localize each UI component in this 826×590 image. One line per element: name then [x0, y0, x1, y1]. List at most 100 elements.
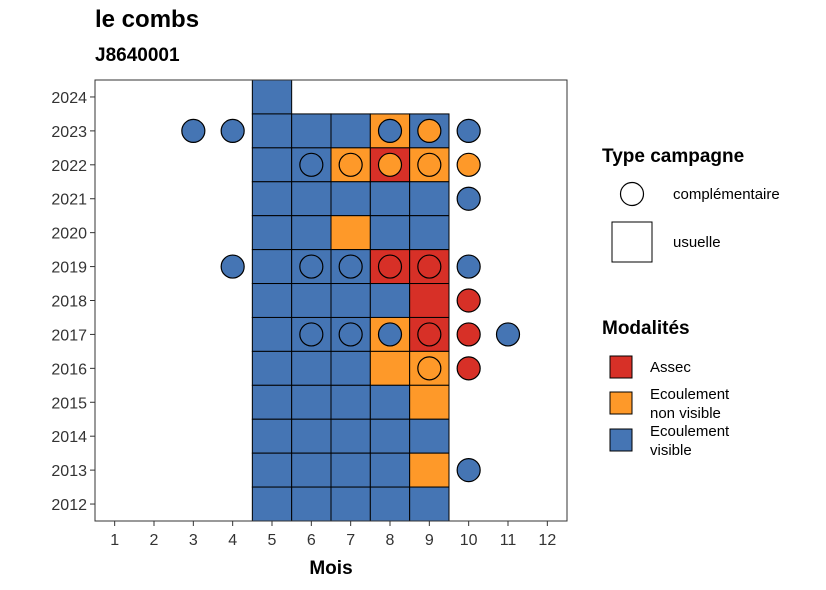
cell-2014-5 [251, 418, 293, 454]
x-tick-label-8: 8 [386, 532, 395, 549]
cell-2015-8 [369, 384, 411, 420]
legend-label-usuelle: usuelle [673, 234, 721, 251]
y-tick-label-2018: 2018 [51, 294, 87, 311]
cell-2014-6 [291, 418, 332, 454]
y-tick-label-2017: 2017 [51, 327, 87, 344]
x-tick-label-11: 11 [500, 532, 517, 549]
point-2019-7 [338, 254, 363, 279]
legend-label-ecoulement-non-visible-1: non visible [650, 405, 721, 422]
cell-2018-5 [251, 283, 293, 318]
point-2023-10 [456, 118, 481, 143]
point-2017-11 [495, 322, 521, 347]
cell-2014-7 [330, 418, 371, 454]
cell-2021-8 [369, 181, 411, 217]
x-axis-title: Mois [309, 558, 352, 579]
point-2022-9 [417, 152, 442, 177]
cell-2023-5 [251, 113, 293, 149]
cell-2015-6 [291, 384, 332, 420]
point-2022-7 [338, 152, 363, 177]
cell-2016-5 [251, 350, 293, 386]
cell-2016-8 [369, 350, 411, 386]
cell-2015-9 [409, 384, 450, 420]
chart-subtitle: J8640001 [95, 45, 180, 66]
cell-2012-9 [409, 486, 450, 522]
cell-2018-7 [330, 283, 371, 318]
point-2019-4 [220, 254, 245, 279]
cell-2021-9 [409, 181, 450, 217]
point-2023-9 [417, 118, 442, 143]
point-2022-8 [377, 152, 403, 177]
y-tick-label-2021: 2021 [51, 192, 87, 209]
cell-2013-7 [330, 452, 371, 488]
cell-2016-7 [330, 350, 371, 386]
cell-2012-6 [291, 486, 332, 522]
cell-2023-7 [330, 113, 371, 149]
point-2023-8 [377, 118, 403, 143]
point-2022-6 [299, 152, 324, 177]
cell-2020-6 [291, 215, 332, 251]
legend-label-ecoulement-non-visible-0: Ecoulement [650, 386, 730, 403]
y-tick-label-2019: 2019 [51, 260, 87, 277]
x-tick-label-1: 1 [110, 532, 119, 549]
cell-2014-9 [409, 418, 450, 454]
legend-title-modalites: Modalités [602, 318, 690, 339]
y-tick-label-2023: 2023 [51, 124, 87, 141]
x-tick-label-5: 5 [268, 532, 277, 549]
legend-label-complementaire: complémentaire [673, 186, 780, 203]
y-tick-label-2013: 2013 [51, 463, 87, 480]
legend-key-assec [609, 355, 633, 379]
legend-label-assec-0: Assec [650, 359, 691, 376]
cell-2021-6 [291, 181, 332, 217]
y-tick-label-2014: 2014 [51, 429, 87, 446]
point-2017-9 [417, 322, 442, 347]
y-tick-label-2024: 2024 [51, 90, 87, 107]
cell-2024-5 [251, 79, 293, 115]
cell-2018-9 [409, 283, 450, 318]
complementaire-points [181, 118, 521, 483]
cell-2012-5 [251, 486, 293, 522]
point-2023-4 [220, 118, 245, 143]
point-2019-6 [299, 254, 324, 279]
point-2017-8 [377, 322, 403, 347]
cell-2019-5 [251, 249, 293, 285]
point-2017-10 [456, 322, 481, 347]
legend-label-ecoulement-visible-0: Ecoulement [650, 423, 730, 440]
y-tick-label-2012: 2012 [51, 497, 87, 514]
point-2013-10 [456, 458, 481, 483]
point-2022-10 [456, 152, 481, 177]
point-2019-9 [417, 254, 442, 279]
cell-2012-7 [330, 486, 371, 522]
legend-key-complementaire [619, 181, 645, 207]
cell-2015-7 [330, 384, 371, 420]
usuelle-cells [251, 79, 450, 522]
y-axis: 2012 2013 2014 2015 2016 2017 2018 2019 2020 2021… [51, 90, 95, 514]
point-2019-8 [377, 254, 403, 279]
point-2016-10 [456, 356, 481, 381]
y-tick-label-2016: 2016 [51, 361, 87, 378]
cell-2017-5 [251, 316, 293, 352]
cell-2020-9 [409, 215, 450, 251]
x-tick-label-6: 6 [307, 532, 316, 549]
point-2017-6 [299, 322, 324, 347]
cell-2014-8 [369, 418, 411, 454]
cell-2018-6 [291, 283, 332, 318]
x-tick-label-12: 12 [538, 532, 556, 549]
point-2018-10 [456, 288, 481, 313]
cell-2020-8 [369, 215, 411, 251]
point-2017-7 [338, 322, 363, 347]
y-tick-label-2015: 2015 [51, 395, 87, 412]
x-axis: 1 2 3 4 5 6 7 8 9 10 11 12 [110, 521, 556, 549]
cell-2018-8 [369, 283, 411, 318]
x-tick-label-4: 4 [228, 532, 237, 549]
point-2021-10 [456, 186, 481, 211]
y-tick-label-2020: 2020 [51, 226, 87, 243]
cell-2012-8 [369, 486, 411, 522]
legend-label-ecoulement-visible-1: visible [650, 442, 692, 459]
point-2019-10 [456, 254, 481, 279]
cell-2021-7 [330, 181, 371, 217]
chart-title: le combs [95, 6, 200, 33]
cell-2013-5 [251, 452, 293, 488]
cell-2020-5 [251, 215, 293, 251]
cell-2013-8 [369, 452, 411, 488]
